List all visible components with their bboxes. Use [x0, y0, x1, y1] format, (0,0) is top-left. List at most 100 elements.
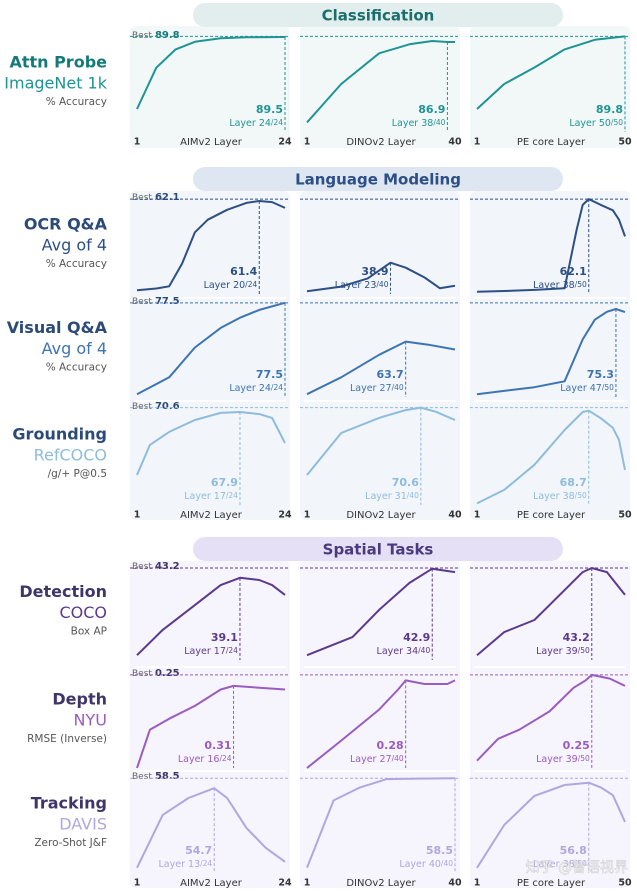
curve	[306, 406, 456, 476]
layer-text: Layer 38	[533, 280, 575, 291]
best-value: 58.5	[155, 771, 180, 782]
curve	[476, 409, 626, 505]
x-axis-label: AIMv2 Layer	[180, 137, 243, 148]
metric-label: /g/+ P@0.5	[48, 468, 107, 480]
layer-total: /40	[376, 280, 388, 289]
layer-total: /24	[226, 491, 238, 500]
section-title: Classification	[322, 7, 435, 25]
section-pill	[193, 167, 563, 191]
task-label: Visual Q&A	[7, 318, 108, 337]
panel-background	[130, 561, 290, 888]
panel-background	[470, 561, 630, 888]
annotation-layer: Layer 39/50	[536, 646, 590, 657]
curve	[306, 679, 456, 769]
dataset-label: Avg of 4	[42, 236, 107, 255]
layer-text: Layer 39	[536, 646, 578, 657]
layer-text: Layer 23	[335, 280, 377, 291]
annotation-layer: Layer 24/24	[229, 383, 283, 394]
x-tick-label: 24	[278, 878, 292, 889]
best-value: 0.25	[155, 668, 180, 679]
annotation-value: 43.2	[563, 631, 590, 644]
layer-text: Layer 47	[560, 383, 602, 394]
annotation-value: 62.1	[560, 265, 587, 278]
layer-total: /50	[578, 646, 590, 655]
annotation-layer: Layer 47/50	[560, 383, 614, 394]
layer-text: Layer 17	[184, 491, 226, 502]
panel-background	[300, 191, 460, 520]
section-title: Spatial Tasks	[323, 541, 434, 559]
x-tick-label: 1	[474, 878, 481, 889]
layer-total: /50	[575, 280, 587, 289]
layer-total: /40	[441, 859, 453, 868]
x-tick-label: 1	[304, 137, 311, 148]
annotation-value: 0.31	[204, 739, 231, 752]
annotation-value: 68.7	[560, 476, 587, 489]
annotation-value: 89.8	[596, 103, 623, 116]
task-label: Grounding	[12, 425, 107, 444]
annotation-layer: Layer 17/24	[184, 491, 238, 502]
best-label: Best 43.2	[132, 561, 180, 572]
metric-label: % Accuracy	[46, 258, 107, 270]
curve	[476, 198, 626, 293]
x-axis-label: DINOv2 Layer	[346, 510, 416, 521]
curve	[476, 308, 626, 396]
layer-text: Layer 27	[350, 754, 392, 765]
panel-background	[300, 26, 460, 148]
task-label: Tracking	[31, 794, 107, 813]
x-tick-label: 50	[618, 137, 632, 148]
dataset-label: DAVIS	[59, 815, 107, 834]
layer-text: Layer 17	[184, 646, 226, 657]
best-label: Best 58.5	[132, 771, 180, 782]
section-pill	[193, 3, 563, 27]
annotation-layer: Layer 20/24	[204, 280, 258, 291]
layer-text: Layer 13	[159, 859, 201, 870]
task-label: Detection	[19, 582, 107, 601]
x-axis-label: AIMv2 Layer	[180, 878, 243, 889]
layer-text: Layer 16	[178, 754, 220, 765]
x-tick-label: 1	[304, 510, 311, 521]
layer-total: /50	[578, 754, 590, 763]
section-title: Language Modeling	[295, 171, 461, 189]
panel-background	[130, 26, 290, 148]
annotation-layer: Layer 34/40	[377, 646, 431, 657]
annotation-value: 0.28	[377, 739, 404, 752]
curve	[306, 261, 456, 293]
annotation-layer: Layer 13/24	[159, 859, 213, 870]
annotation-layer: Layer 40/40	[399, 859, 453, 870]
best-word: Best	[132, 669, 152, 679]
metric-label: % Accuracy	[46, 96, 107, 108]
dataset-label: NYU	[74, 711, 107, 730]
annotation-value: 39.1	[211, 631, 238, 644]
annotation-layer: Layer 38/50	[533, 491, 587, 502]
section-pill	[193, 537, 563, 561]
x-tick-label: 50	[618, 510, 632, 521]
best-word: Best	[132, 562, 152, 572]
annotation-layer: Layer 23/40	[335, 280, 389, 291]
curve	[476, 35, 626, 110]
annotation-value: 70.6	[392, 476, 419, 489]
layer-total: /24	[245, 280, 257, 289]
x-tick-label: 40	[448, 510, 462, 521]
layer-total: /24	[219, 754, 231, 763]
task-label: OCR Q&A	[24, 215, 108, 234]
curve	[476, 673, 626, 762]
layer-text: Layer 20	[204, 280, 246, 291]
best-value: 43.2	[155, 561, 180, 572]
annotation-value: 56.8	[560, 844, 587, 857]
best-word: Best	[132, 402, 152, 412]
task-label: Attn Probe	[9, 53, 107, 72]
layer-total: /24	[200, 859, 212, 868]
x-axis-label: DINOv2 Layer	[346, 137, 416, 148]
annotation-layer: Layer 16/24	[178, 754, 232, 765]
layer-total: /50	[602, 383, 614, 392]
annotation-layer: Layer 27/40	[350, 383, 404, 394]
layer-text: Layer 38	[392, 118, 434, 129]
annotation-value: 54.7	[185, 844, 212, 857]
annotation-value: 61.4	[230, 265, 257, 278]
metric-label: Zero-Shot J&F	[34, 837, 107, 849]
metric-label: Box AP	[71, 626, 107, 638]
x-tick-label: 40	[448, 878, 462, 889]
x-axis-label: PE core Layer	[517, 878, 586, 889]
layer-total: /50	[575, 491, 587, 500]
